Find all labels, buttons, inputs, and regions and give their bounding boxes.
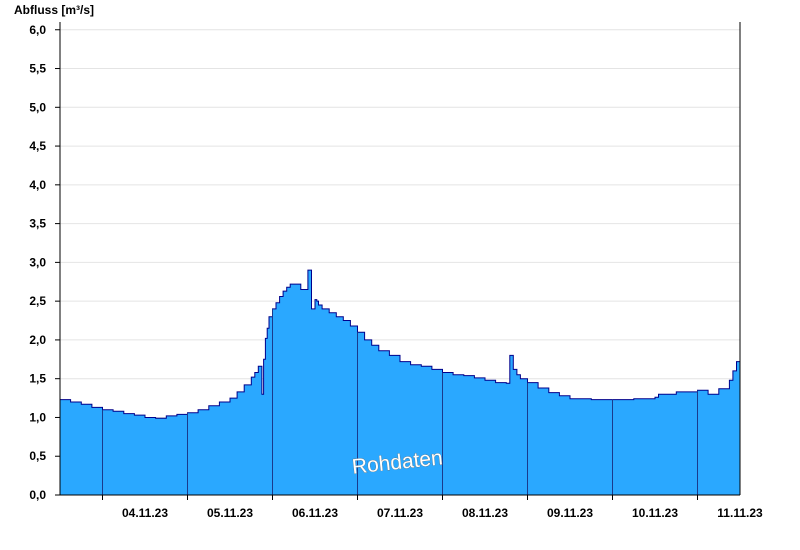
y-tick-label: 5,0	[29, 100, 46, 114]
x-tick-label: 08.11.23	[462, 506, 508, 520]
y-tick-label: 0,0	[29, 488, 46, 502]
y-tick-label: 2,0	[29, 333, 46, 347]
discharge-area	[60, 269, 741, 495]
y-tick-label: 4,0	[29, 178, 46, 192]
x-tick-label: 06.11.23	[292, 506, 338, 520]
y-tick-label: 3,5	[29, 217, 46, 231]
x-tick-label: 04.11.23	[122, 506, 168, 520]
y-tick-label: 0,5	[29, 449, 46, 463]
y-axis-title: Abfluss [m³/s]	[14, 3, 94, 17]
x-tick-label: 09.11.23	[547, 506, 593, 520]
x-tick-label: 05.11.23	[207, 506, 253, 520]
x-tick-label: 07.11.23	[377, 506, 423, 520]
x-tick-label: 10.11.23	[632, 506, 678, 520]
y-tick-label: 4,5	[29, 139, 46, 153]
discharge-area-fill	[60, 270, 740, 495]
x-tick-labels: 04.11.23 05.11.23 06.11.23 07.11.23 08.11.23…	[122, 506, 763, 520]
y-tick-label: 2,5	[29, 294, 46, 308]
discharge-line	[60, 269, 741, 419]
x-tick-label: 11.11.23	[717, 506, 763, 520]
y-tick-label: 5,5	[29, 62, 46, 76]
y-tick-label: 3,0	[29, 255, 46, 269]
day-dividers	[102, 308, 698, 495]
axes	[55, 22, 741, 500]
y-tick-labels: 0,0 0,5 1,0 1,5 2,0 2,5 3,0 3,5 4,0 4,5 5,0 5,5 6,0	[29, 23, 46, 502]
y-tick-label: 1,5	[29, 372, 46, 386]
y-tick-label: 1,0	[29, 410, 46, 424]
y-tick-label: 6,0	[29, 23, 46, 37]
